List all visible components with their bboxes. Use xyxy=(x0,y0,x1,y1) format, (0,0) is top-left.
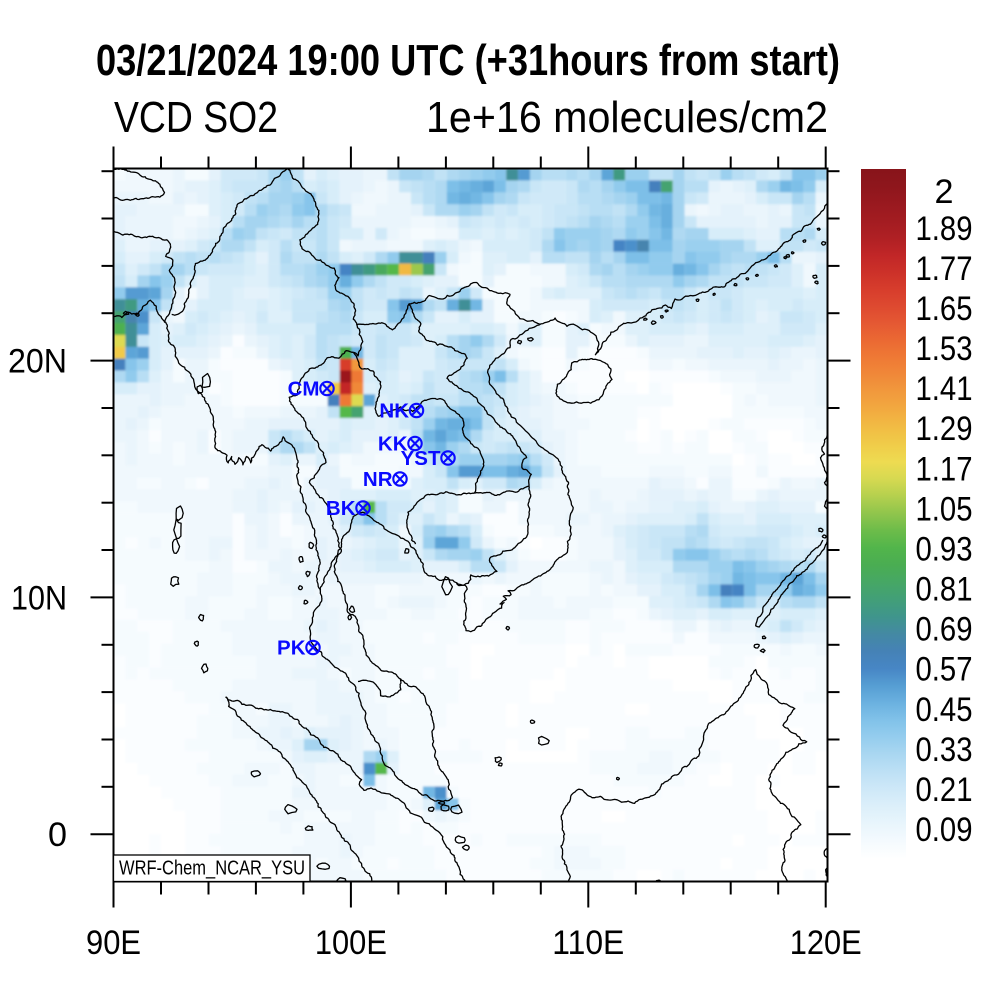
svg-text:0.93: 0.93 xyxy=(916,530,973,568)
svg-text:WRF-Chem_NCAR_YSU: WRF-Chem_NCAR_YSU xyxy=(119,858,305,880)
svg-text:KK: KK xyxy=(378,433,408,456)
svg-text:0.45: 0.45 xyxy=(916,691,973,729)
svg-text:0: 0 xyxy=(48,816,67,854)
svg-text:1.89: 1.89 xyxy=(916,210,973,248)
svg-text:120E: 120E xyxy=(790,924,862,962)
svg-text:03/21/2024 19:00 UTC (+31hours: 03/21/2024 19:00 UTC (+31hours from star… xyxy=(96,36,840,85)
svg-text:0.81: 0.81 xyxy=(916,571,973,609)
svg-text:0.33: 0.33 xyxy=(916,731,973,769)
svg-text:90E: 90E xyxy=(86,924,141,962)
svg-text:PK: PK xyxy=(277,637,306,660)
svg-text:1.29: 1.29 xyxy=(916,410,973,448)
svg-text:1.17: 1.17 xyxy=(916,450,973,488)
svg-text:0.21: 0.21 xyxy=(916,771,973,809)
svg-text:1e+16 molecules/cm2: 1e+16 molecules/cm2 xyxy=(426,93,828,142)
svg-text:0.69: 0.69 xyxy=(916,611,973,649)
svg-text:1.05: 1.05 xyxy=(916,490,973,528)
svg-text:110E: 110E xyxy=(552,924,624,962)
svg-text:VCD SO2: VCD SO2 xyxy=(114,93,278,142)
svg-text:CM: CM xyxy=(288,378,320,401)
svg-text:1.77: 1.77 xyxy=(916,250,973,288)
svg-text:20N: 20N xyxy=(8,343,67,381)
svg-text:1.41: 1.41 xyxy=(916,370,973,408)
svg-text:0.57: 0.57 xyxy=(916,651,973,689)
svg-text:YST: YST xyxy=(401,447,441,470)
svg-text:1.53: 1.53 xyxy=(916,330,973,368)
svg-text:NK: NK xyxy=(379,400,409,423)
svg-text:BK: BK xyxy=(326,497,356,520)
svg-text:10N: 10N xyxy=(11,579,67,617)
svg-text:100E: 100E xyxy=(315,924,387,962)
svg-text:NR: NR xyxy=(363,468,393,491)
svg-text:1.65: 1.65 xyxy=(916,290,973,328)
svg-text:0.09: 0.09 xyxy=(916,811,973,849)
svg-text:2: 2 xyxy=(935,173,954,211)
